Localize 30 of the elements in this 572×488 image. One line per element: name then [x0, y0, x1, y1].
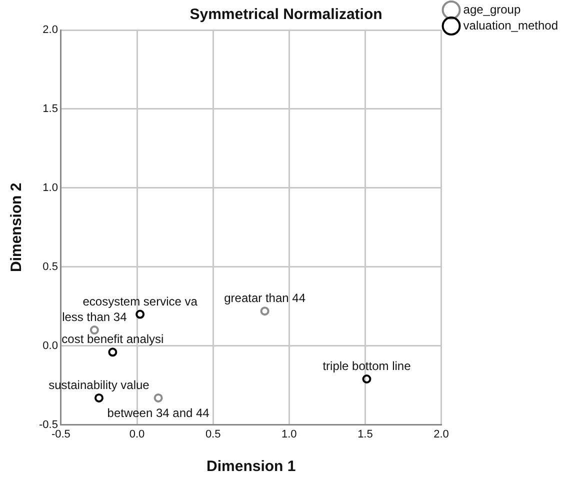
- annotation: less than 34: [62, 310, 128, 324]
- x-tick-label: 0.0: [129, 428, 145, 440]
- point: [94, 393, 104, 402]
- y-tick-label: 0.5: [42, 260, 58, 273]
- y-tick-label: 1.0: [42, 182, 58, 194]
- annotation: sustainability value: [48, 378, 150, 392]
- annotation: ecosystem service va: [82, 294, 198, 308]
- point: [154, 393, 163, 402]
- annotation: triple bottom line: [322, 359, 412, 374]
- y-tick-label: 0.0: [42, 340, 58, 352]
- annotation: between 34 and 44: [107, 406, 210, 420]
- x-tick-label: 1.5: [358, 428, 373, 440]
- legend-label: valuation_method: [463, 18, 558, 32]
- chart-title: Symmetrical Normalization: [190, 6, 382, 24]
- x-tick-label: 1.0: [281, 428, 297, 440]
- point: [136, 310, 145, 319]
- y-tick-label: -0.5: [38, 418, 58, 431]
- annotation: cost benefit analysi: [62, 332, 164, 346]
- y-axis-title: Dimension 2: [8, 182, 26, 272]
- x-axis-title: Dimension 1: [206, 458, 296, 476]
- legend-label: age_group: [463, 2, 521, 16]
- annotation: greatar than 44: [224, 291, 306, 306]
- x-tick-label: 2.0: [434, 428, 449, 440]
- x-tick-label: -0.5: [51, 428, 70, 440]
- point: [362, 374, 372, 384]
- y-tick-label: 1.5: [42, 102, 58, 115]
- point: [260, 306, 270, 316]
- y-tick-label: 2.0: [42, 24, 58, 36]
- point: [108, 348, 118, 357]
- x-tick-label: 0.5: [205, 428, 221, 440]
